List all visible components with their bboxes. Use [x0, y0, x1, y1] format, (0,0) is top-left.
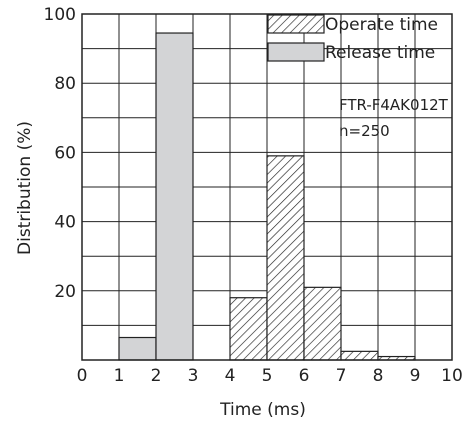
x-axis-title: Time (ms) — [219, 400, 306, 420]
x-tick-label: 1 — [114, 366, 125, 386]
legend-swatch-release — [267, 42, 325, 62]
bar-operate-time — [266, 155, 305, 361]
bar-operate-time — [303, 286, 342, 361]
legend: Operate time Release time — [267, 14, 438, 63]
legend-label-release: Release time — [325, 43, 435, 63]
bar-release-time — [118, 336, 157, 361]
legend-label-operate: Operate time — [325, 15, 438, 35]
x-tick-label: 3 — [188, 366, 199, 386]
y-tick-label: 20 — [54, 282, 76, 302]
tick-labels: 0 1 2 3 4 5 6 7 8 9 10 20 40 60 80 100 — [44, 5, 462, 386]
model-note: FTR-F4AK012T n=250 — [339, 96, 449, 140]
y-axis-title: Distribution (%) — [15, 121, 35, 255]
x-tick-label: 8 — [373, 366, 384, 386]
x-tick-label: 10 — [441, 366, 462, 386]
y-tick-label: 80 — [54, 74, 76, 94]
bars — [118, 32, 416, 361]
sample-count: n=250 — [339, 122, 390, 140]
y-tick-label: 100 — [44, 5, 76, 25]
x-tick-label: 4 — [225, 366, 236, 386]
bar-operate-time — [229, 297, 268, 361]
x-tick-label: 9 — [410, 366, 421, 386]
y-tick-label: 40 — [54, 213, 76, 233]
legend-swatch-operate — [267, 14, 325, 34]
x-tick-label: 0 — [77, 366, 88, 386]
x-tick-label: 6 — [299, 366, 310, 386]
x-tick-label: 5 — [262, 366, 273, 386]
y-tick-label: 60 — [54, 143, 76, 163]
x-tick-label: 7 — [336, 366, 347, 386]
model-name: FTR-F4AK012T — [339, 96, 449, 114]
bar-operate-time — [340, 350, 379, 361]
plot-frame — [81, 13, 453, 361]
x-tick-label: 2 — [151, 366, 162, 386]
bar-release-time — [155, 32, 194, 361]
